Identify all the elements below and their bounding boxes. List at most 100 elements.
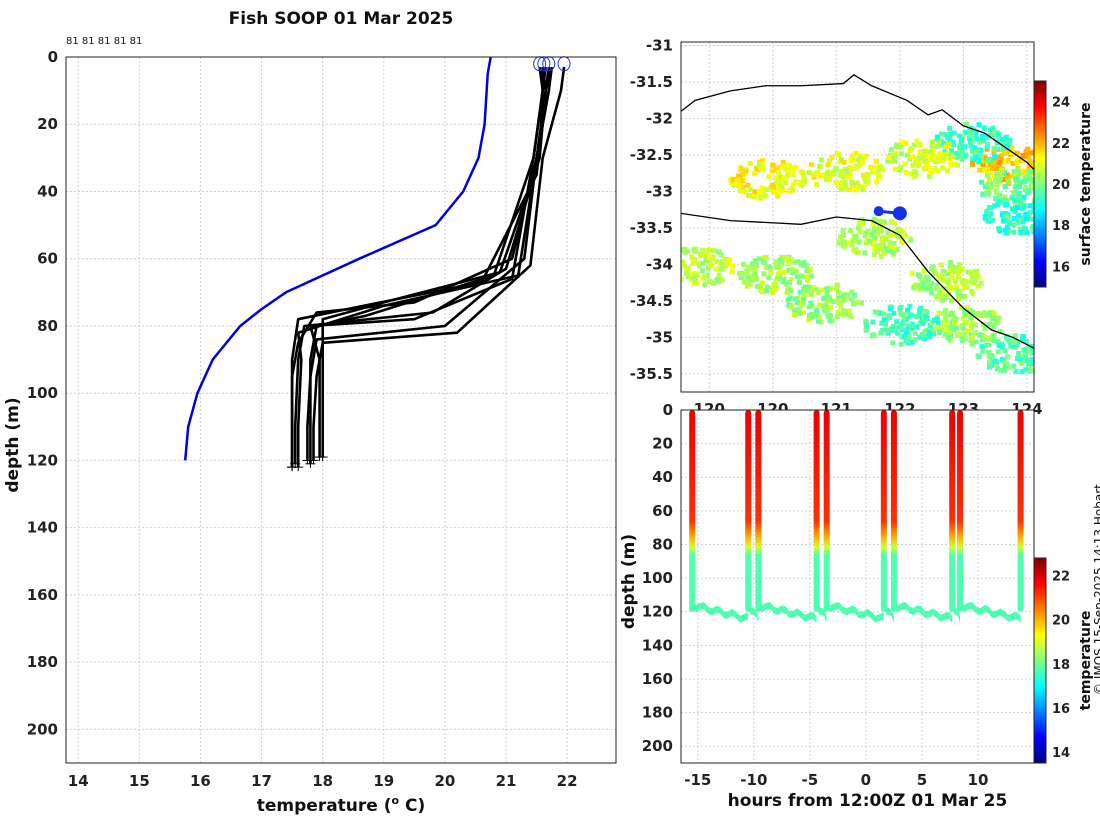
map-sst-pixel bbox=[776, 264, 782, 270]
map-sst-pixel bbox=[980, 134, 986, 140]
profile-series-group bbox=[183, 57, 566, 472]
map-sst-pixel bbox=[908, 326, 914, 332]
map-sst-pixel bbox=[706, 265, 712, 271]
map-sst-pixel bbox=[917, 142, 923, 148]
map-sst-pixel bbox=[943, 328, 949, 334]
map-sst-pixel bbox=[917, 150, 923, 156]
map-sst-pixel bbox=[1035, 363, 1040, 368]
map-sst-pixel bbox=[938, 262, 944, 268]
profile-line-profile-8 bbox=[321, 67, 545, 458]
map-sst-pixel bbox=[923, 309, 929, 314]
map-sst-pixel bbox=[957, 332, 963, 337]
map-sst-pixel bbox=[978, 147, 984, 153]
map-sst-pixel bbox=[866, 238, 872, 244]
map-sst-pixel bbox=[871, 332, 877, 338]
map-sst-pixel bbox=[949, 275, 955, 281]
time-depth-colorbar-tick-label: 16 bbox=[1052, 702, 1070, 717]
map-sst-pixel bbox=[1035, 362, 1040, 367]
map-sst-pixel bbox=[1005, 150, 1011, 155]
map-sst-pixel bbox=[693, 271, 699, 277]
map-sst-pixel bbox=[947, 156, 953, 162]
map-sst-pixel bbox=[746, 264, 752, 270]
map-sst-pixel bbox=[929, 152, 935, 158]
map-sst-pixel bbox=[797, 289, 803, 295]
time-depth-field bbox=[689, 410, 1024, 624]
map-sst-pixel bbox=[779, 254, 785, 260]
map-sst-pixel bbox=[946, 277, 952, 283]
map-sst-pixel bbox=[840, 180, 846, 186]
map-sst-pixel bbox=[1026, 366, 1031, 372]
map-sst-pixel bbox=[847, 186, 852, 192]
map-sst-pixel bbox=[919, 279, 925, 285]
map-sst-pixel bbox=[968, 332, 974, 338]
map-sst-pixel bbox=[780, 187, 786, 193]
map-sst-pixel bbox=[805, 278, 811, 284]
map-sst-pixel bbox=[749, 277, 755, 283]
map-colorbar-tick-label: 24 bbox=[1052, 96, 1070, 111]
map-sst-pixel bbox=[1024, 358, 1030, 364]
map-sst-pixel bbox=[1032, 162, 1034, 168]
map-sst-pixel bbox=[936, 142, 942, 148]
map-sst-pixel bbox=[927, 286, 933, 292]
map-sst-pixel bbox=[934, 294, 940, 299]
map-sst-pixel bbox=[672, 276, 677, 281]
map-sst-pixel bbox=[999, 356, 1005, 362]
map-sst-pixel bbox=[929, 290, 935, 296]
map-sst-pixel bbox=[752, 271, 757, 277]
map-sst-pixel bbox=[861, 173, 867, 179]
map-sst-pixel bbox=[1022, 179, 1027, 185]
map-sst-pixel bbox=[986, 157, 992, 163]
map-sst-pixel bbox=[1028, 368, 1034, 374]
map-sst-pixel bbox=[949, 311, 955, 317]
map-sst-pixel bbox=[916, 312, 922, 318]
map-sst-pixel bbox=[950, 139, 956, 145]
map-sst-pixel bbox=[807, 267, 813, 273]
map-sst-pixel bbox=[703, 275, 709, 281]
map-sst-pixel bbox=[920, 149, 926, 154]
map-sst-pixel bbox=[1007, 340, 1013, 345]
map-sst-pixel bbox=[1031, 198, 1034, 204]
map-sst-pixel bbox=[1010, 206, 1016, 212]
map-sst-pixel bbox=[719, 277, 725, 283]
time-depth-cast bbox=[745, 410, 752, 612]
map-sst-pixel bbox=[903, 169, 909, 175]
map-sst-pixel bbox=[818, 157, 824, 163]
map-sst-pixel bbox=[745, 182, 751, 188]
map-sst-pixel bbox=[947, 321, 953, 327]
map-sst-pixel bbox=[804, 289, 810, 295]
map-sst-pixel bbox=[999, 168, 1005, 173]
map-sst-pixel bbox=[878, 164, 884, 170]
time-depth-colorbar-tick-label: 22 bbox=[1052, 570, 1070, 585]
map-sst-pixel bbox=[779, 261, 785, 267]
map-sst-pixel bbox=[874, 249, 880, 255]
map-sst-pixel bbox=[794, 274, 800, 280]
profile-y-tick-label: 80 bbox=[37, 317, 58, 335]
map-sst-pixel bbox=[787, 280, 792, 285]
map-sst-pixel bbox=[962, 309, 967, 315]
map-sst-pixel bbox=[977, 151, 983, 157]
map-sst-pixel bbox=[915, 163, 921, 169]
map-sst-pixel bbox=[1028, 359, 1034, 365]
map-sst-pixel bbox=[991, 338, 997, 343]
map-track-end bbox=[892, 206, 907, 221]
map-sst-pixel bbox=[988, 322, 994, 328]
map-sst-pixel bbox=[835, 309, 841, 315]
map-sst-pixel bbox=[872, 246, 878, 252]
map-sst-pixel bbox=[841, 312, 847, 318]
map-sst-pixel bbox=[967, 128, 972, 134]
map-sst-pixel bbox=[909, 270, 915, 276]
map-sst-pixel bbox=[903, 141, 909, 147]
map-sst-pixel bbox=[828, 286, 833, 292]
map-sst-pixel bbox=[998, 174, 1003, 180]
map-sst-pixel bbox=[792, 312, 797, 318]
map-sst-pixel bbox=[974, 149, 979, 154]
map-sst-pixel bbox=[720, 259, 726, 264]
map-sst-pixel bbox=[875, 243, 881, 249]
map-sst-pixel bbox=[948, 152, 954, 157]
map-sst-pixel bbox=[1030, 226, 1034, 232]
map-sst-pixel bbox=[735, 177, 741, 183]
map-sst-pixel bbox=[995, 338, 1001, 344]
map-sst-pixel bbox=[1009, 195, 1015, 200]
map-sst-pixel bbox=[956, 274, 962, 280]
time-depth-bottom-band bbox=[883, 601, 894, 624]
